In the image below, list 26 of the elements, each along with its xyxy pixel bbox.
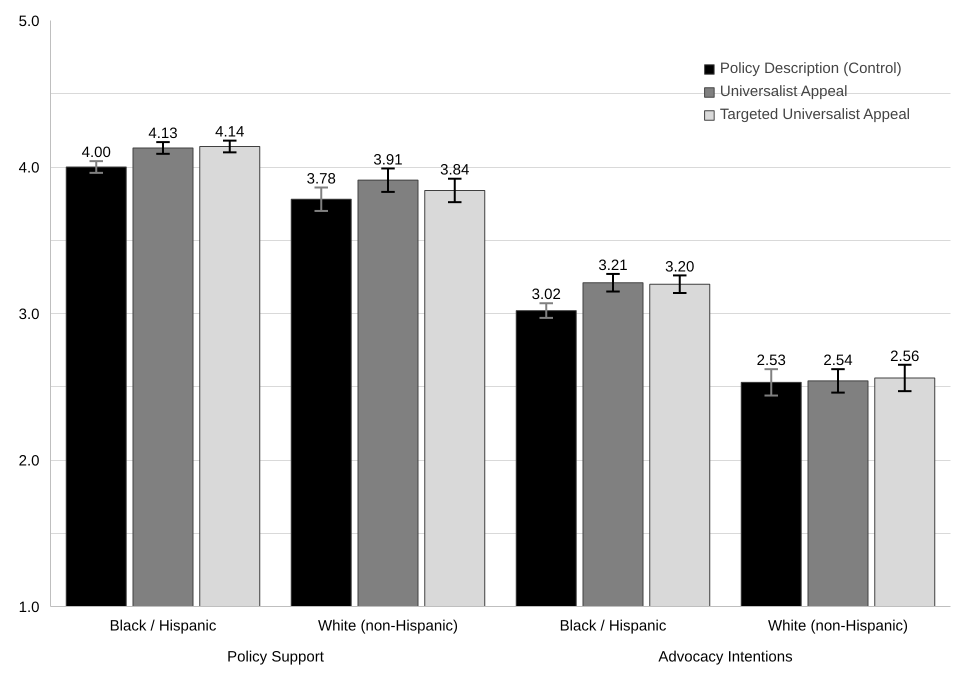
data-label: 3.91 bbox=[373, 151, 403, 168]
text: Policy Support bbox=[227, 648, 325, 666]
data-label: 4.00 bbox=[82, 144, 111, 162]
data-label: 4.14 bbox=[215, 124, 244, 141]
data-label: 2.54 bbox=[823, 352, 853, 370]
data-label: 3.78 bbox=[306, 170, 336, 188]
data-label: 3.21 bbox=[598, 256, 628, 274]
y-tick-label: 3.0 bbox=[18, 306, 40, 323]
data-label: 2.56 bbox=[890, 348, 920, 365]
y-tick-label: 5.0 bbox=[18, 13, 40, 30]
legend-label: Targeted Universalist Appeal bbox=[720, 106, 910, 123]
x-tick-label: White (non-Hispanic) bbox=[768, 618, 908, 634]
data-label: 3.02 bbox=[532, 286, 561, 304]
y-tick-label: 1.0 bbox=[18, 599, 40, 616]
legend-label: Policy Description (Control) bbox=[720, 60, 902, 77]
y-tick-label: 2.0 bbox=[18, 452, 40, 470]
data-label: 3.84 bbox=[440, 162, 470, 179]
data-label: 3.20 bbox=[665, 258, 694, 276]
data-label: 4.13 bbox=[148, 125, 178, 142]
x-tick-label: Black / Hispanic bbox=[560, 618, 667, 634]
x-tick-label: White (non-Hispanic) bbox=[318, 618, 458, 634]
legend-label: Universalist Appeal bbox=[720, 83, 848, 100]
y-tick-label: 4.0 bbox=[18, 160, 40, 176]
text: Advocacy Intentions bbox=[658, 648, 793, 666]
data-label: 2.53 bbox=[756, 352, 786, 370]
x-tick-label: Black / Hispanic bbox=[110, 618, 217, 634]
